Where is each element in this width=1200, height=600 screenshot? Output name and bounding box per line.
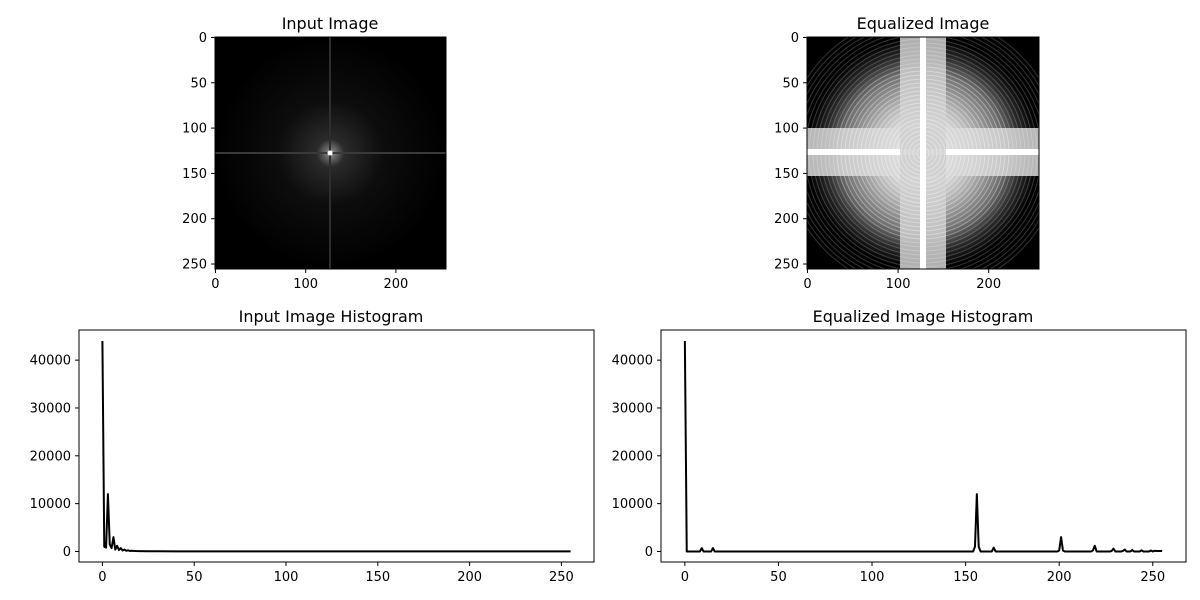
input-histogram-x-tick-label: 150 — [365, 570, 390, 585]
equalized-histogram-x-tick-label: 0 — [681, 570, 689, 585]
equalized-image-y-tick-label: 150 — [774, 167, 799, 182]
ring-texture — [820, 50, 1026, 256]
input-image-y-tick-label: 250 — [182, 258, 207, 273]
equalized-image-y-tick-label: 200 — [774, 212, 799, 227]
input-histogram-x-tick-label: 50 — [186, 570, 203, 585]
ring-texture — [908, 138, 938, 168]
ring-texture — [808, 38, 1038, 268]
input-histogram-x-tick-label: 0 — [98, 570, 106, 585]
input-image-y-tick-label: 150 — [182, 167, 207, 182]
equalized-image-rings — [807, 37, 1039, 269]
input-image-x-tick-label: 200 — [384, 277, 409, 292]
ring-texture — [848, 78, 998, 228]
ring-texture — [816, 46, 1030, 260]
input-image-y-tick-label: 100 — [182, 122, 207, 137]
equalized-image-y-tick-label: 250 — [774, 258, 799, 273]
equalized-image — [807, 37, 1039, 269]
input-histogram-frame — [78, 329, 595, 563]
input-image-y-tick-label: 200 — [182, 212, 207, 227]
ring-texture — [884, 114, 962, 192]
ring-texture — [896, 126, 950, 180]
ring-texture — [856, 86, 990, 220]
equalized-histogram-y-tick-label: 20000 — [612, 449, 653, 464]
equalized-image-title: Equalized Image — [857, 14, 990, 33]
input-histogram-y-tick-label: 10000 — [30, 497, 71, 512]
input-histogram-y-tick-label: 0 — [63, 545, 71, 560]
input-histogram-y-tick-label: 30000 — [30, 401, 71, 416]
input-histogram-x-tick-label: 250 — [549, 570, 574, 585]
equalized-histogram-x-tick-label: 250 — [1140, 570, 1165, 585]
ring-texture — [900, 130, 946, 176]
equalized-histogram-line — [683, 340, 1163, 553]
input-histogram-y-tick-label: 20000 — [30, 449, 71, 464]
ring-texture — [864, 94, 982, 212]
ring-texture — [872, 102, 974, 204]
ring-texture — [880, 110, 966, 196]
input-image-x-tick-label: 0 — [211, 277, 219, 292]
equalized-image-y-tick-label: 0 — [791, 31, 799, 46]
ring-texture — [860, 90, 986, 216]
equalized-histogram-y-tick-label: 0 — [645, 545, 653, 560]
input-image-title: Input Image — [282, 14, 379, 33]
ring-texture — [876, 106, 970, 200]
input-image-x-tick-label: 100 — [293, 277, 318, 292]
equalized-histogram-y-tick-label: 30000 — [612, 401, 653, 416]
ring-texture — [836, 66, 1010, 240]
input-histogram-y-tick-label: 40000 — [30, 354, 71, 369]
ring-texture — [904, 134, 942, 172]
equalized-image-panel: Equalized Image 0 100 200 0 50 100 150 200 250 — [774, 14, 1040, 292]
ring-texture — [852, 82, 994, 224]
input-histogram-x-tick-label: 100 — [274, 570, 299, 585]
equalized-histogram-x-tick-label: 100 — [860, 570, 885, 585]
ring-texture — [912, 142, 934, 164]
ring-texture — [824, 54, 1022, 252]
input-histogram-panel: Input Image Histogram 0 50 100 150 200 250 0 10… — [30, 307, 595, 585]
equalized-histogram-ticks: 0 50 100 150 200 250 0 10000 20000 30000 40000 — [612, 354, 1166, 585]
equalized-image-ticks: 0 100 200 0 50 100 150 200 250 — [774, 31, 1001, 292]
equalized-image-frame — [806, 36, 1040, 270]
input-image-panel: Input Image 0 100 200 0 50 100 150 200 250 — [182, 14, 447, 292]
equalized-histogram-y-tick-label: 40000 — [612, 354, 653, 369]
input-image-frame — [214, 36, 447, 270]
ring-texture — [868, 98, 978, 208]
ring-texture — [832, 62, 1014, 244]
ring-texture — [812, 42, 1034, 264]
input-image — [215, 37, 446, 269]
input-histogram-line — [101, 340, 571, 553]
equalized-histogram-x-tick-label: 150 — [953, 570, 978, 585]
input-histogram-x-tick-label: 200 — [457, 570, 482, 585]
ring-texture — [844, 74, 1002, 232]
ring-texture — [916, 146, 930, 160]
ring-texture — [828, 58, 1018, 248]
equalized-histogram-frame — [660, 329, 1187, 563]
equalized-image-x-tick-label: 200 — [976, 277, 1001, 292]
input-histogram-ticks: 0 50 100 150 200 250 0 10000 20000 30000 40000 — [30, 354, 574, 585]
equalized-histogram-panel: Equalized Image Histogram 0 50 100 150 200 25… — [612, 307, 1187, 585]
ring-texture — [840, 70, 1006, 236]
equalized-image-x-tick-label: 100 — [886, 277, 911, 292]
input-image-y-tick-label: 50 — [190, 76, 207, 91]
equalized-histogram-x-tick-label: 200 — [1047, 570, 1072, 585]
equalized-image-y-tick-label: 100 — [774, 122, 799, 137]
equalized-histogram-x-tick-label: 50 — [770, 570, 787, 585]
ring-texture — [888, 118, 958, 188]
input-image-y-tick-label: 0 — [199, 31, 207, 46]
equalized-image-x-tick-label: 0 — [803, 277, 811, 292]
equalized-histogram-y-tick-label: 10000 — [612, 497, 653, 512]
equalized-image-y-tick-label: 50 — [782, 76, 799, 91]
equalized-histogram-title: Equalized Image Histogram — [813, 307, 1034, 326]
input-image-ticks: 0 100 200 0 50 100 150 200 250 — [182, 31, 408, 292]
ring-texture — [892, 122, 954, 184]
input-histogram-title: Input Image Histogram — [239, 307, 424, 326]
